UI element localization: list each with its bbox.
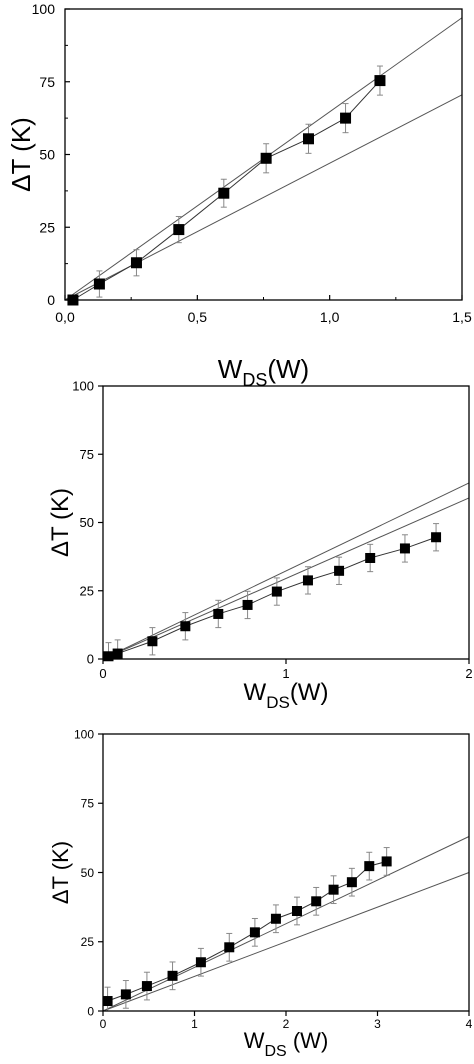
data-point	[399, 543, 410, 554]
measured-series-line	[107, 860, 387, 1002]
y-axis-label: ΔT (K)	[48, 841, 73, 904]
x-axis-label-main: W	[218, 354, 243, 384]
data-point	[173, 224, 185, 236]
x-tick-label: 3	[374, 1017, 381, 1031]
data-point	[103, 651, 114, 662]
x-axis-label: WDS(W)	[218, 354, 309, 390]
reference-line-2	[102, 497, 470, 660]
y-axis-label: ΔT (K)	[6, 117, 36, 192]
data-point	[365, 552, 376, 563]
x-tick-label: 1,0	[320, 309, 340, 325]
x-tick-label: 0,0	[55, 309, 75, 325]
data-point	[242, 599, 253, 610]
y-tick-label: 100	[72, 379, 94, 394]
y-tick-label: 25	[80, 583, 94, 598]
y-tick-label: 75	[80, 447, 94, 462]
y-tick-label: 0	[87, 652, 94, 667]
data-point	[431, 532, 442, 543]
x-tick-label: 0	[100, 1017, 107, 1031]
x-axis-label-subscript: DS	[242, 370, 267, 390]
x-tick-label: 2	[283, 1017, 290, 1031]
data-point	[291, 906, 302, 917]
data-point	[213, 608, 224, 619]
chart-2: 0 1 2 0 25 50 75 100 WDS(W) ΔT (K)	[47, 379, 473, 712]
chart-1: 0,0 0,5 1,0 1,5 0 25 50 75 100 WDS(W) ΔT (K)	[6, 1, 472, 390]
x-axis-label-main: W	[244, 1028, 265, 1053]
y-tick-label: 50	[39, 147, 55, 163]
data-point	[224, 942, 235, 953]
x-tick-label: 2	[465, 666, 472, 681]
data-point	[249, 927, 260, 938]
reference-line-1	[102, 836, 470, 1012]
x-axis-label-unit: (W)	[290, 679, 329, 706]
reference-line-2	[102, 872, 470, 1012]
data-point	[260, 152, 272, 164]
data-point	[346, 877, 357, 888]
y-tick-label: 25	[39, 219, 55, 235]
data-point	[130, 257, 142, 269]
data-point	[302, 133, 314, 145]
reference-line-1	[102, 482, 470, 660]
data-point	[141, 981, 152, 992]
data-point	[167, 970, 178, 981]
data-point	[218, 187, 230, 199]
y-tick-label: 50	[80, 515, 94, 530]
data-point	[334, 565, 345, 576]
x-tick-label: 1	[191, 1017, 198, 1031]
data-point	[112, 648, 123, 659]
x-tick-label: 0	[99, 666, 106, 681]
y-tick-label: 100	[32, 1, 56, 17]
x-axis-label: WDS (W)	[244, 1028, 329, 1060]
y-tick-label: 0	[47, 292, 55, 308]
y-tick-label: 25	[81, 935, 95, 949]
data-point	[147, 636, 158, 647]
y-tick-label: 75	[39, 74, 55, 90]
y-tick-label: 75	[81, 797, 95, 811]
x-tick-label: 4	[466, 1017, 473, 1031]
data-point	[270, 913, 281, 924]
data-point	[311, 896, 322, 907]
x-axis-label-subscript: DS	[265, 1043, 287, 1060]
plot-frame	[102, 733, 470, 1012]
chart-3: 0 1 2 3 4 0 25 50 75 100 WDS (W) ΔT (K)	[48, 727, 473, 1060]
data-point	[374, 75, 386, 87]
data-point	[340, 112, 352, 124]
x-tick-label: 0,5	[188, 309, 208, 325]
x-axis-label-main: W	[244, 679, 267, 706]
data-point	[328, 884, 339, 895]
y-tick-label: 0	[87, 1004, 94, 1018]
x-axis-label: WDS(W)	[244, 679, 329, 712]
x-tick-label: 1,5	[452, 309, 472, 325]
y-axis-label: ΔT (K)	[47, 488, 74, 557]
data-point	[102, 996, 113, 1007]
data-point	[302, 575, 313, 586]
x-axis-label-unit: (W)	[267, 354, 309, 384]
data-point	[180, 621, 191, 632]
measured-series-line	[108, 536, 437, 657]
data-point	[381, 856, 392, 867]
data-point	[364, 861, 375, 872]
y-tick-label: 100	[74, 727, 94, 741]
x-tick-label: 1	[282, 666, 289, 681]
data-point	[195, 957, 206, 968]
data-point	[93, 278, 105, 290]
x-axis-label-subscript: DS	[266, 693, 290, 712]
data-point	[120, 989, 131, 1000]
x-axis-label-unit: (W)	[287, 1028, 329, 1053]
data-point	[271, 586, 282, 597]
y-tick-label: 50	[81, 866, 95, 880]
